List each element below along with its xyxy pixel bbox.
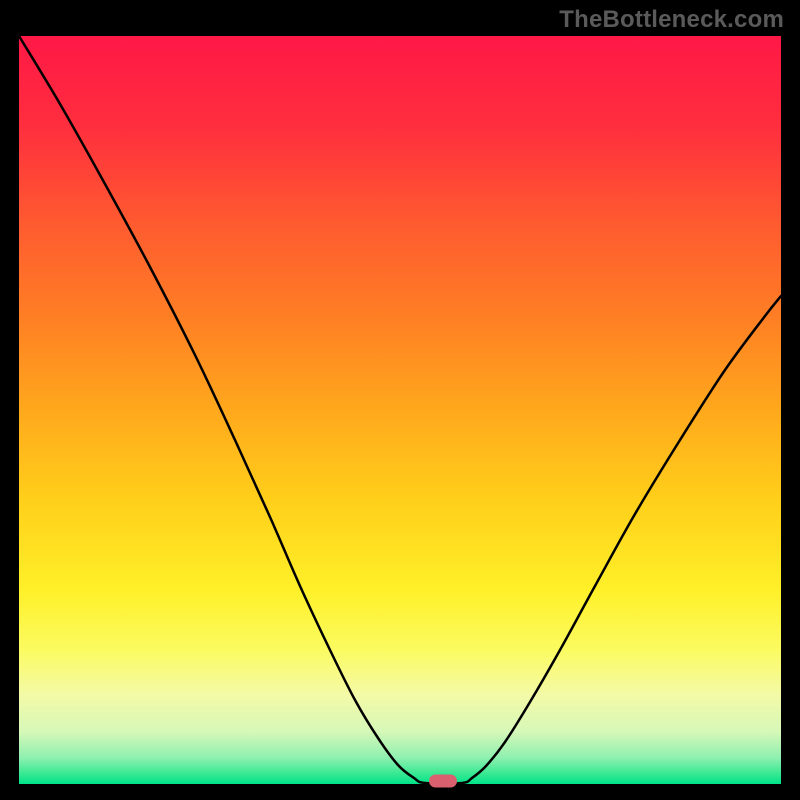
bottleneck-chart: [0, 0, 800, 800]
optimal-marker: [429, 775, 457, 788]
chart-container: TheBottleneck.com: [0, 0, 800, 800]
plot-background: [19, 36, 781, 784]
watermark-text: TheBottleneck.com: [559, 6, 784, 34]
